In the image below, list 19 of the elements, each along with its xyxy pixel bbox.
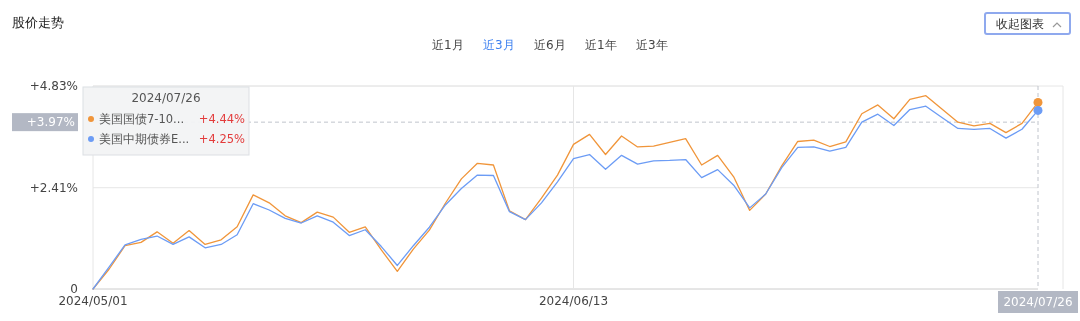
y-tick-label: +2.41%	[29, 180, 78, 195]
y-tick-label: 0	[70, 282, 78, 296]
legend-label: 美国国债7-10...	[99, 112, 185, 126]
legend-title: 2024/07/26	[131, 91, 201, 105]
annotation: +4.44%	[198, 112, 246, 126]
x-tick-label: 2024/06/13	[538, 294, 609, 308]
text: 近3年	[636, 38, 668, 52]
x-tick-label: 2024/07/26	[1003, 295, 1073, 309]
y-tick-label: +4.83%	[29, 79, 78, 93]
legend-label: 美国中期债券E...	[99, 132, 190, 146]
chart-title: 股价走势	[12, 15, 64, 30]
ref-line-label: +3.97%	[26, 115, 75, 130]
text: 近6月	[534, 38, 566, 52]
text: 近1年	[585, 38, 617, 52]
text: 近1月	[432, 38, 464, 52]
button: 收起图表	[984, 12, 1071, 35]
text: 近3月	[483, 38, 515, 52]
x-tick-label: 2024/05/01	[58, 294, 128, 308]
annotation: +4.25%	[198, 132, 246, 146]
